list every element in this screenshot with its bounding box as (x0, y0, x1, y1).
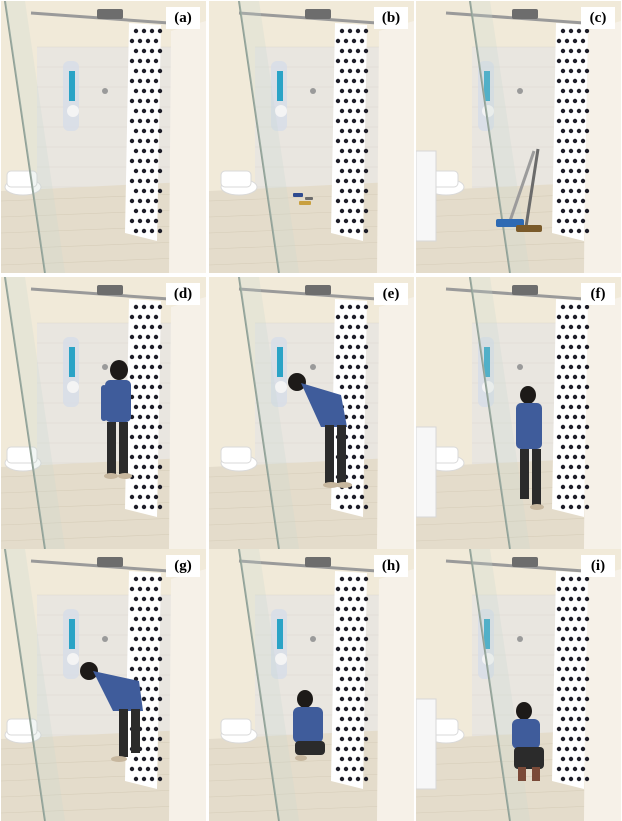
shower-curtain (552, 571, 590, 789)
panel-label: (f) (581, 283, 615, 305)
person (293, 690, 325, 761)
photo-panel: (g) (1, 549, 206, 821)
shower-curtain (125, 23, 163, 241)
person (512, 702, 544, 781)
bathroom-scene (416, 1, 621, 273)
shower-curtain (125, 299, 163, 517)
floor-items (293, 193, 313, 205)
bathroom-scene (1, 277, 206, 549)
person (288, 373, 352, 488)
bathroom-scene (209, 549, 414, 821)
bathroom-scene (416, 277, 621, 549)
photo-panel: (h) (209, 549, 414, 821)
shower-curtain (552, 23, 590, 241)
bathroom-scene (1, 549, 206, 821)
shower-curtain (331, 571, 369, 789)
bathroom-scene (416, 549, 621, 821)
panel-label: (e) (374, 283, 408, 305)
photo-panel: (b) (209, 1, 414, 273)
bathroom-scene (209, 1, 414, 273)
panel-label: (i) (581, 555, 615, 577)
person (516, 386, 544, 510)
photo-panel: (e) (209, 277, 414, 549)
shower-curtain (331, 23, 369, 241)
panel-label: (b) (374, 7, 408, 29)
bathroom-scene (1, 1, 206, 273)
photo-panel: (d) (1, 277, 206, 549)
panel-label: (g) (166, 555, 200, 577)
mop-and-broom (496, 148, 542, 232)
person (80, 662, 143, 762)
panel-label: (a) (166, 7, 200, 29)
photo-panel: (i) (416, 549, 621, 821)
bathroom-scene (209, 277, 414, 549)
photo-panel: (a) (1, 1, 206, 273)
person (101, 360, 132, 479)
photo-panel: (c) (416, 1, 621, 273)
panel-label: (h) (374, 555, 408, 577)
shower-curtain (552, 299, 590, 517)
panel-label: (c) (581, 7, 615, 29)
panel-label: (d) (166, 283, 200, 305)
photo-panel: (f) (416, 277, 621, 549)
